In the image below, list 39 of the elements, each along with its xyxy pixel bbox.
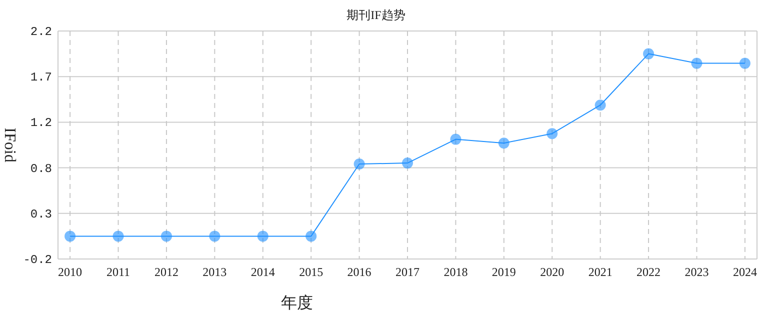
point: [306, 230, 317, 242]
x-axis-title: 年度: [281, 294, 313, 312]
point: [450, 134, 462, 145]
x-tick-label: 2018: [444, 265, 468, 279]
y-tick-label: 0.3: [30, 207, 52, 222]
x-tick-label: 2011: [106, 265, 130, 279]
point: [257, 230, 268, 242]
y-tick-label: -0.2: [23, 253, 52, 267]
point: [160, 230, 172, 242]
point: [498, 138, 510, 149]
point: [209, 230, 220, 242]
x-tick-label: 2020: [540, 265, 564, 279]
y-tick-label: 1.7: [30, 70, 52, 85]
y-tick-label: 0.8: [30, 162, 52, 176]
point: [112, 230, 124, 242]
y-tick-label: 1.2: [30, 116, 52, 130]
x-tick-label: 2013: [202, 265, 227, 279]
point: [354, 158, 365, 170]
x-tick-label: 2014: [250, 265, 275, 279]
x-tick-label: 2024: [732, 265, 757, 279]
y-tick-label: 2.2: [30, 25, 52, 39]
x-tick-label: 2017: [396, 265, 420, 279]
x-tick-label: 2016: [347, 265, 372, 279]
point: [64, 230, 76, 242]
x-tick-label: 2019: [492, 265, 516, 279]
point: [739, 58, 750, 69]
x-tick-label: 2023: [684, 265, 709, 279]
x-tick-label: 2012: [154, 265, 178, 279]
x-tick-label: 2015: [299, 265, 324, 279]
x-tick-label: 2021: [588, 265, 612, 279]
point: [643, 48, 654, 60]
point: [546, 128, 558, 140]
y-axis-title: IFoid: [1, 128, 18, 162]
x-tick-label: 2022: [636, 265, 661, 279]
point: [402, 158, 413, 169]
x-tick-label: 2010: [58, 265, 82, 279]
point: [691, 58, 702, 69]
point: [594, 100, 606, 111]
chart-title: 期刊IF趋势: [346, 8, 406, 22]
